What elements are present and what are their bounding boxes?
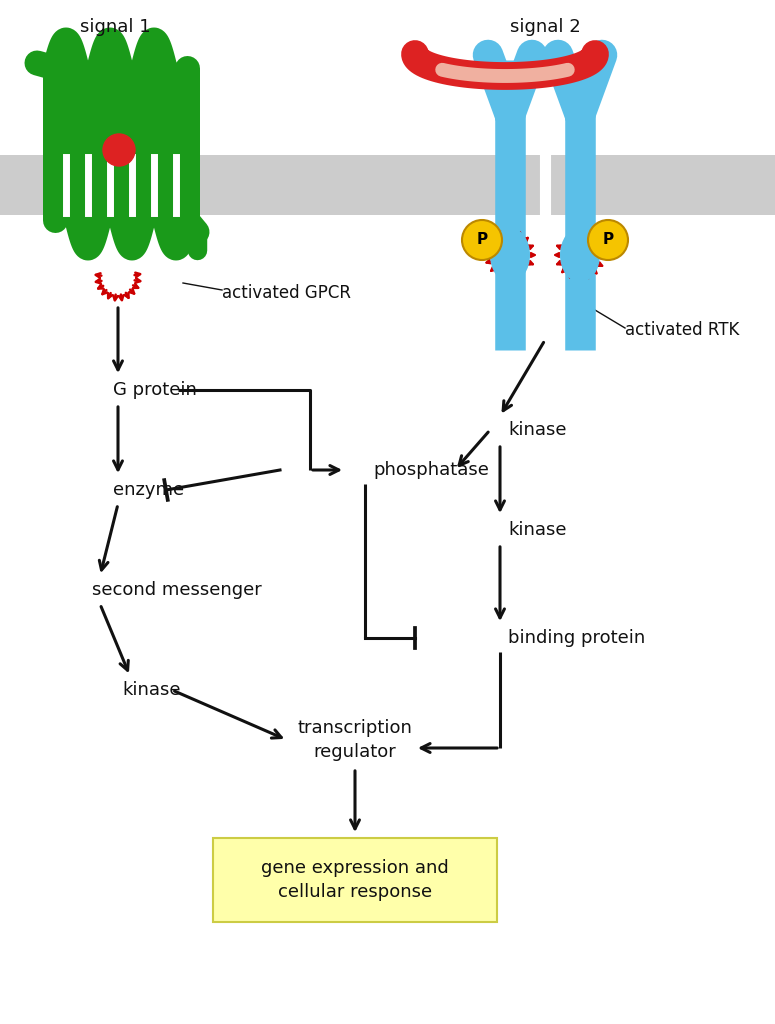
Text: activated GPCR: activated GPCR	[222, 284, 351, 302]
Text: signal 2: signal 2	[510, 18, 580, 36]
Text: P: P	[477, 232, 487, 248]
Bar	[0, 155, 775, 215]
Circle shape	[588, 220, 628, 260]
Text: phosphatase: phosphatase	[373, 461, 489, 479]
Circle shape	[462, 220, 502, 260]
Text: gene expression and
cellular response: gene expression and cellular response	[261, 859, 449, 901]
Text: transcription
regulator: transcription regulator	[298, 719, 412, 761]
Text: kinase: kinase	[508, 521, 567, 539]
FancyBboxPatch shape	[213, 838, 497, 922]
Text: signal 1: signal 1	[80, 18, 150, 36]
Text: second messenger: second messenger	[92, 581, 262, 599]
Ellipse shape	[560, 227, 600, 283]
Text: P: P	[602, 232, 614, 248]
Text: kinase: kinase	[508, 421, 567, 439]
Circle shape	[103, 134, 135, 166]
Ellipse shape	[490, 227, 530, 283]
Text: G protein: G protein	[113, 381, 197, 399]
Text: kinase: kinase	[122, 681, 181, 699]
Text: enzyme: enzyme	[113, 481, 184, 499]
Text: binding protein: binding protein	[508, 629, 646, 647]
Text: activated RTK: activated RTK	[625, 321, 739, 339]
